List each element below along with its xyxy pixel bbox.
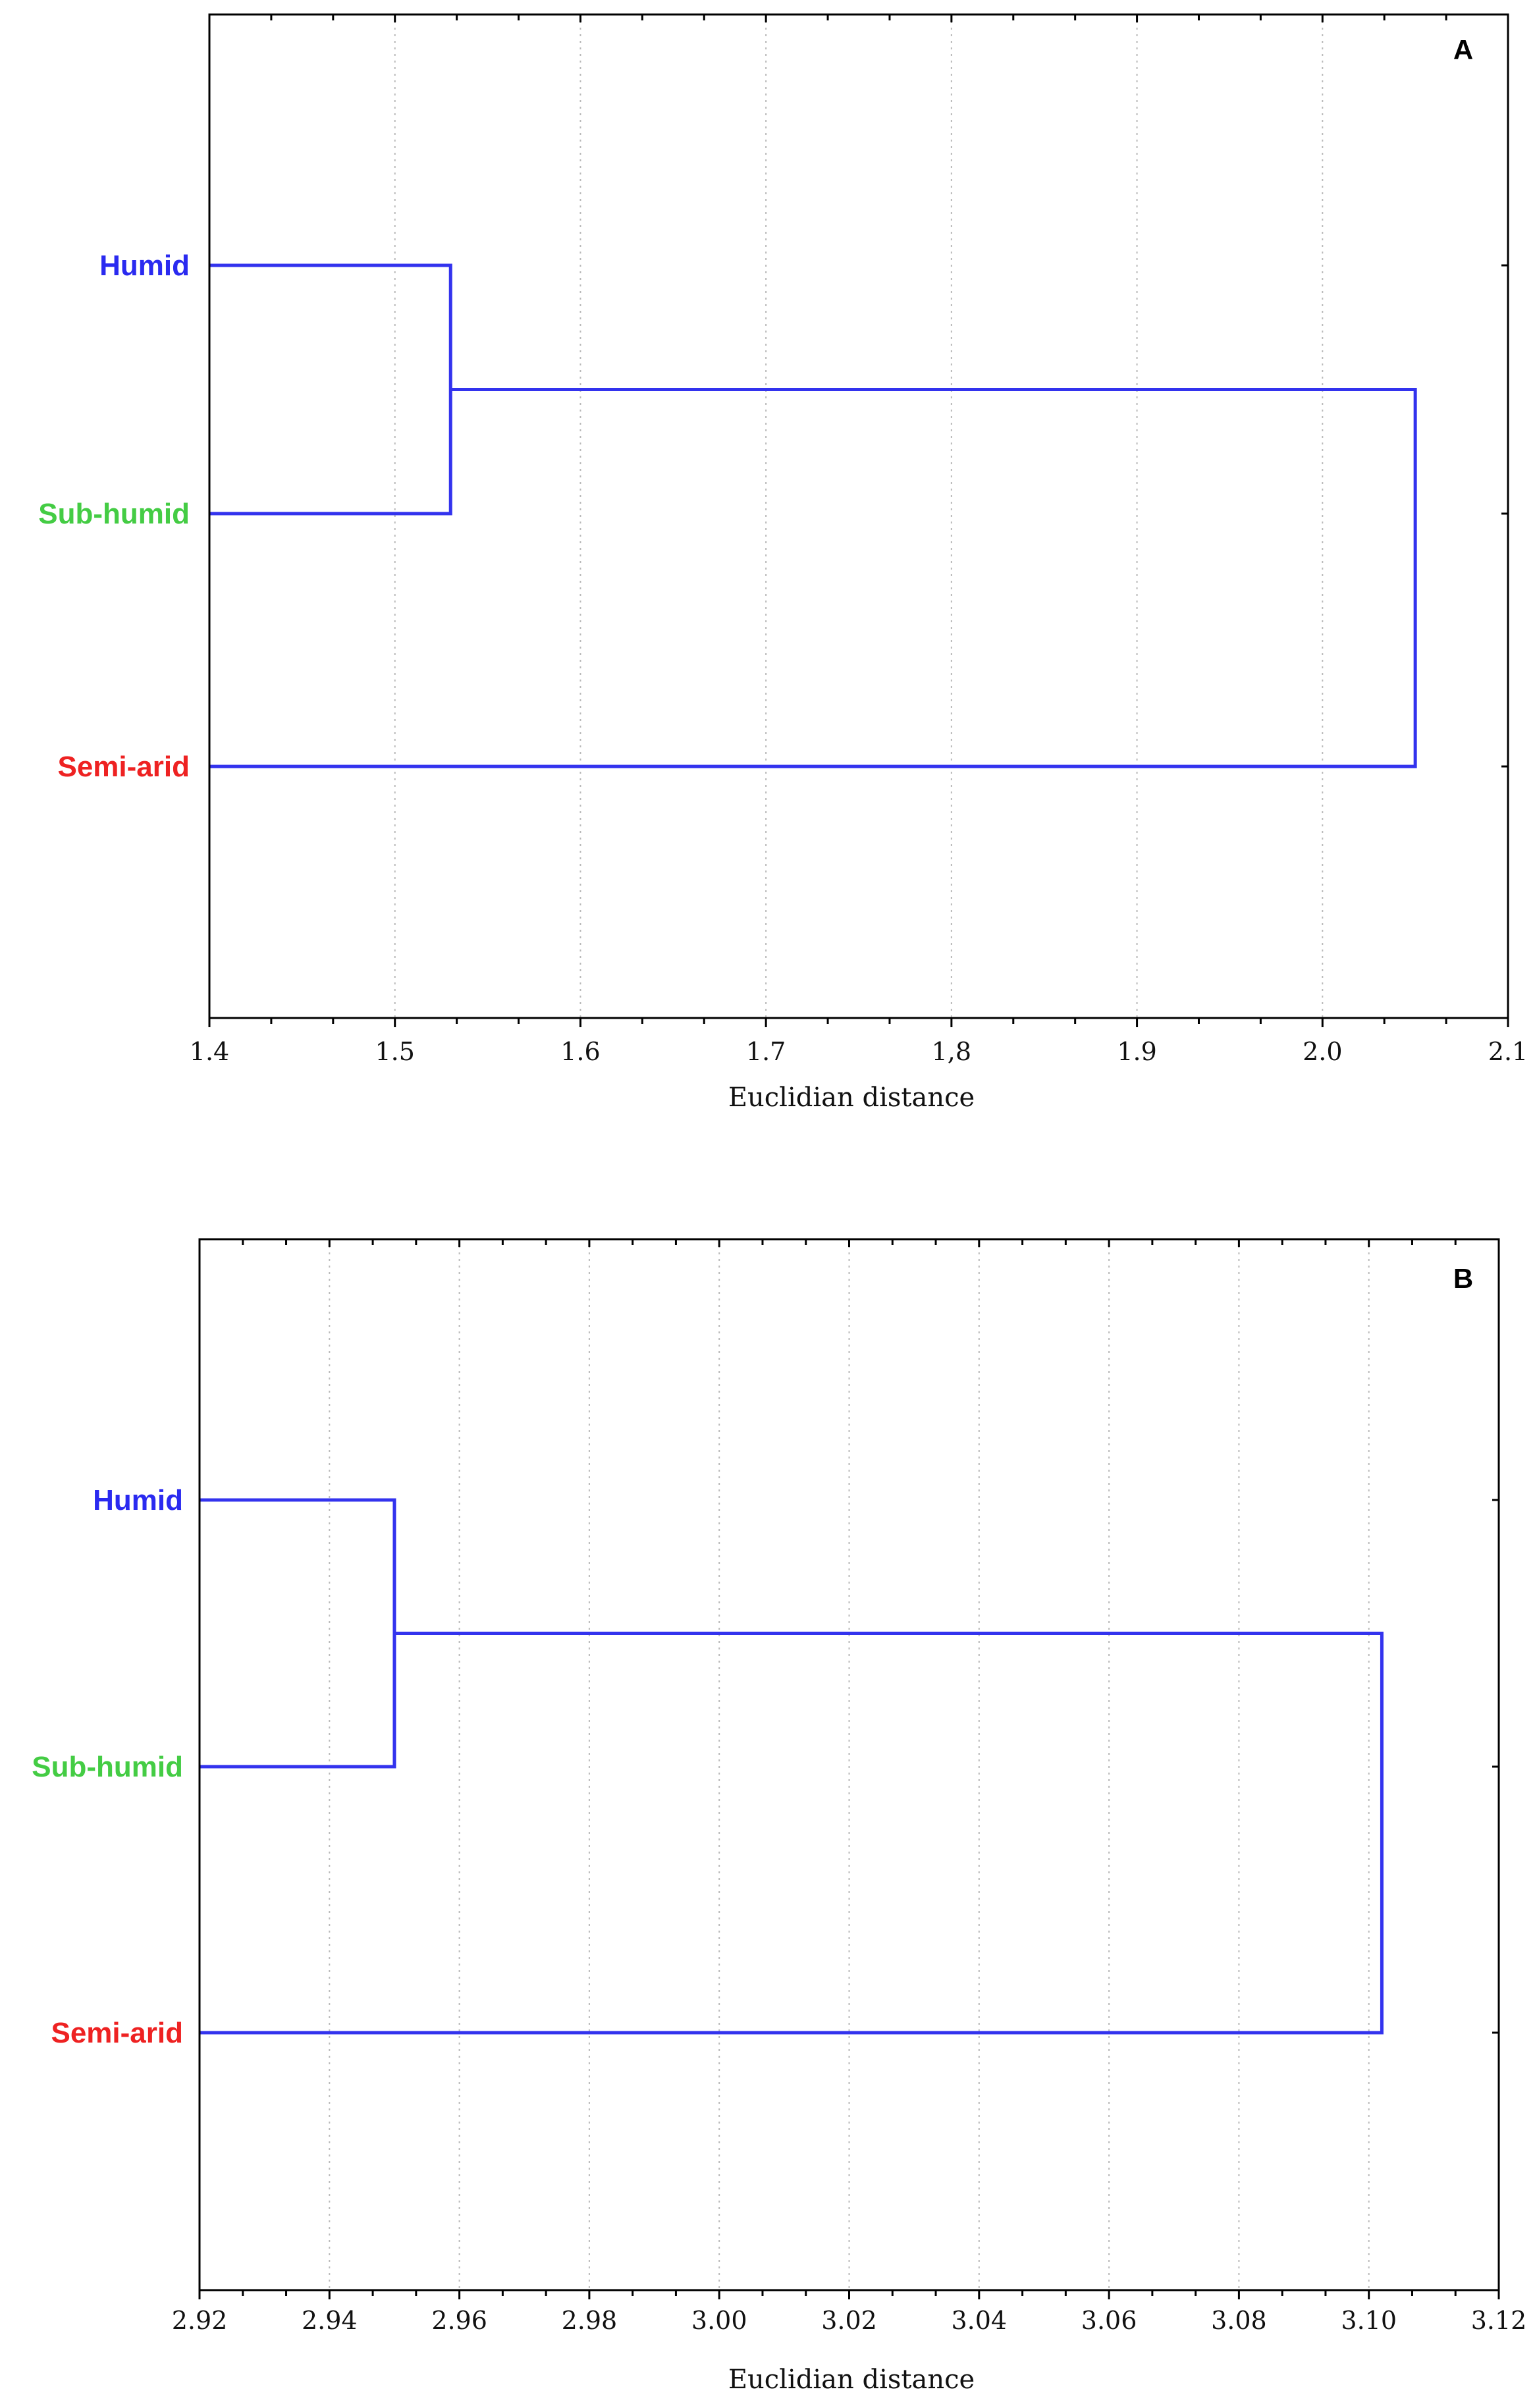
x-tick-label: 3.12 [1471, 2306, 1527, 2335]
x-tick-label: 3.10 [1341, 2306, 1397, 2335]
x-tick-label: 1.5 [375, 1037, 414, 1066]
panel-a-letter: A [1453, 34, 1473, 65]
panel-b-plot-frame [198, 1238, 1500, 2291]
x-tick-label: 2.92 [172, 2306, 228, 2335]
panel-b-letter: B [1453, 1263, 1473, 1294]
panel-b: 2.92 2.94 2.96 2.98 3.00 3.02 3.04 3.06 3.08 3.10… [32, 1238, 1527, 2395]
x-tick-label: 3.06 [1081, 2306, 1137, 2335]
link-humid-sub-humid [209, 263, 452, 516]
x-tick-label: 2.1 [1488, 1037, 1528, 1066]
panel-b-leaf-humid: Humid [93, 1484, 183, 1516]
panel-a-x-axis-label: Euclidian distance [728, 1083, 975, 1113]
x-tick-label: 3.00 [691, 2306, 747, 2335]
x-tick-label: 1.4 [190, 1037, 229, 1066]
panel-b-tick-labels: 2.92 2.94 2.96 2.98 3.00 3.02 3.04 3.06 3.08 3.10… [172, 2306, 1527, 2335]
panel-a-ticks [208, 14, 1509, 1027]
x-tick-label: 1,8 [932, 1037, 971, 1066]
panel-a: 1.4 1.5 1.6 1.7 1,8 1.9 2.0 2.1 A Humid Sub-hum… [38, 13, 1528, 1113]
link-humid-sub-humid [200, 1498, 396, 1769]
panel-b-links [200, 1498, 1384, 2035]
panel-a-leaf-semi-arid: Semi-arid [57, 751, 190, 783]
panel-a-leaf-sub-humid: Sub-humid [38, 498, 190, 530]
panel-b-x-axis-label: Euclidian distance [728, 2365, 975, 2395]
panel-b-leaf-sub-humid: Sub-humid [32, 1751, 183, 1783]
link-cluster-semi-arid [209, 388, 1417, 768]
panel-a-plot-frame [208, 13, 1509, 1019]
link-cluster-semi-arid [200, 1632, 1384, 2035]
x-tick-label: 2.0 [1303, 1037, 1342, 1066]
x-tick-label: 3.02 [821, 2306, 877, 2335]
panel-b-leaf-semi-arid: Semi-arid [51, 2017, 183, 2049]
x-tick-label: 2.94 [302, 2306, 358, 2335]
panel-a-leaf-humid: Humid [99, 250, 190, 282]
panel-a-links [209, 263, 1417, 768]
x-tick-label: 3.08 [1211, 2306, 1267, 2335]
panel-b-gridlines [329, 1239, 1370, 2290]
x-tick-label: 1.7 [746, 1037, 786, 1066]
panel-a-tick-labels: 1.4 1.5 1.6 1.7 1,8 1.9 2.0 2.1 [190, 1037, 1528, 1066]
x-tick-label: 2.96 [431, 2306, 487, 2335]
x-tick-label: 1.9 [1117, 1037, 1156, 1066]
x-tick-label: 3.04 [951, 2306, 1007, 2335]
x-tick-label: 2.98 [562, 2306, 618, 2335]
panel-a-gridlines [394, 14, 1324, 1018]
x-tick-label: 1.6 [560, 1037, 600, 1066]
